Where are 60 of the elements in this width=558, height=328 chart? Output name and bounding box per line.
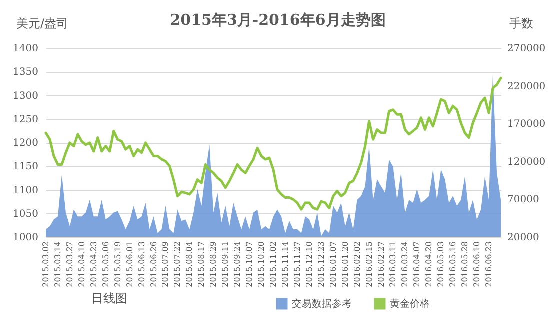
- y-tick-label: 1250: [13, 114, 38, 126]
- x-tick-label: 2015.03.27: [65, 242, 74, 288]
- x-tick-label: 2015.06.01: [125, 242, 134, 288]
- y-tick-label: 1350: [13, 67, 38, 78]
- x-tick-label: 2015.06.26: [149, 242, 158, 288]
- x-tick-label: 2016.05.03: [436, 242, 446, 288]
- x-tick-label: 2015.05.06: [101, 242, 110, 288]
- x-tick-label: 2015.03.14: [53, 242, 62, 288]
- x-tick-label: 2016.02.02: [352, 242, 362, 288]
- x-tick-label: 2016.02.27: [376, 242, 386, 288]
- y-tick-label: 1100: [13, 185, 38, 196]
- x-tick-label: 2016.05.16: [448, 242, 458, 288]
- y2-tick-label: 120000: [508, 156, 546, 168]
- y2-tick-label: 20000: [508, 232, 540, 244]
- x-tick-label: 2015.07.22: [173, 242, 182, 288]
- x-tick-label: 2015.10.20: [257, 242, 266, 288]
- y-axis-title: 美元/盎司: [16, 16, 69, 30]
- x-axis-title: 日线图: [92, 292, 128, 306]
- x-tick-label: 2015.04.10: [77, 242, 86, 288]
- x-tick-label: 2016.03.11: [388, 242, 398, 288]
- y-tick-label: 1050: [13, 208, 38, 220]
- y-tick-label: 1200: [13, 138, 38, 149]
- y2-tick-label: 170000: [508, 119, 546, 130]
- x-tick-label: 2016.04.20: [424, 242, 434, 288]
- x-tick-label: 2016.05.28: [460, 242, 470, 288]
- y2-tick-label: 270000: [508, 44, 546, 54]
- x-tick-label: 2015.08.04: [185, 242, 194, 288]
- line-series: [44, 76, 502, 211]
- x-tick-label: 2016.06.23: [484, 242, 494, 288]
- x-tick-label: 2016.01.07: [328, 242, 338, 288]
- y2-axis-title: 手数: [510, 16, 534, 30]
- x-tick-label: 2015.11.27: [292, 242, 302, 288]
- x-tick-label: 2015.03.02: [42, 242, 50, 288]
- legend-label: 交易数据参考: [292, 298, 352, 310]
- x-tick-label: 2016.06.10: [472, 242, 482, 288]
- x-tick-label: 2015.11.14: [280, 242, 290, 288]
- y-tick-label: 1150: [13, 162, 38, 173]
- x-tick-label: 2016.01.20: [340, 242, 350, 288]
- y2-tick-label: 70000: [508, 194, 540, 206]
- x-tick-label: 2015.08.29: [209, 242, 218, 288]
- x-tick-label: 2015.09.24: [233, 242, 242, 288]
- x-tick-label: 2015.12.10: [304, 242, 314, 288]
- x-tick-label: 2015.04.23: [89, 242, 98, 288]
- x-tick-label: 2015.09.11: [221, 242, 230, 288]
- x-tick-label: 2015.11.02: [269, 242, 278, 288]
- x-tick-label: 2016.04.07: [412, 242, 422, 288]
- legend-label: 黄金价格: [390, 298, 430, 310]
- x-tick-label: 2015.07.09: [161, 242, 170, 288]
- x-tick-label: 2015.06.13: [137, 242, 146, 288]
- y2-tick-label: 220000: [508, 81, 546, 92]
- x-tick-label: 2016.03.24: [400, 242, 410, 288]
- x-tick-label: 2015.05.19: [113, 242, 122, 288]
- x-tick-label: 2015.08.17: [197, 242, 206, 288]
- y-tick-label: 1300: [13, 90, 38, 102]
- x-tick-label: 2015.12.23: [316, 242, 326, 288]
- x-tick-label: 2016.02.15: [364, 242, 374, 288]
- y-tick-label: 1400: [13, 44, 38, 54]
- x-tick-label: 2015.10.07: [245, 242, 254, 288]
- chart-title: 2015年3月-2016年6月走势图: [170, 11, 386, 29]
- y-tick-label: 1000: [13, 232, 38, 244]
